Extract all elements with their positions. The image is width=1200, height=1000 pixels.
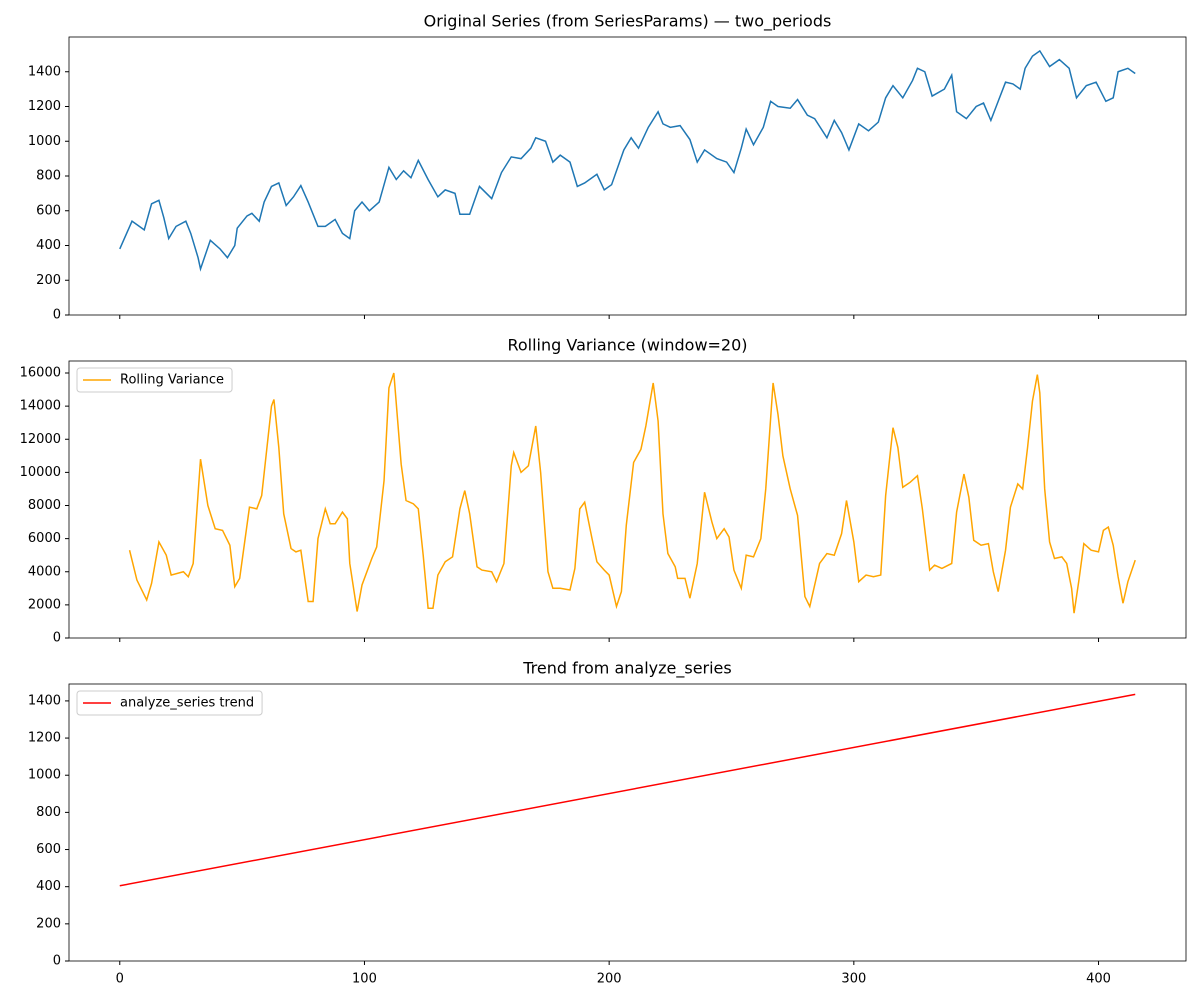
x-tick-label: 100 <box>352 972 377 987</box>
subplot: Original Series (from SeriesParams) — tw… <box>28 12 1187 323</box>
y-tick-label: 400 <box>36 238 61 253</box>
y-tick-label: 400 <box>36 879 61 894</box>
y-tick-label: 1200 <box>28 731 61 746</box>
y-tick-label: 10000 <box>20 465 61 480</box>
subplot: Rolling Variance (window=20) 0 2000 4000 600… <box>20 336 1187 646</box>
legend-label: analyze_series trend <box>120 696 254 711</box>
chart-title: Rolling Variance (window=20) <box>507 336 747 355</box>
subplot: Trend from analyze_series 0 200 400 600 800 10… <box>28 659 1187 987</box>
legend-label: Rolling Variance <box>120 373 224 388</box>
data-line <box>119 693 1136 887</box>
legend-box <box>76 367 233 393</box>
y-tick-label: 14000 <box>20 399 61 414</box>
y-tick-label: 0 <box>53 954 61 969</box>
y-tick-label: 200 <box>36 273 61 288</box>
y-tick-label: 6000 <box>28 531 61 546</box>
x-tick-label: 300 <box>841 972 866 987</box>
y-tick-label: 8000 <box>28 498 61 513</box>
y-tick-label: 12000 <box>20 432 61 447</box>
data-line <box>128 372 1136 614</box>
legend: Rolling Variance <box>76 367 233 393</box>
axes-frame <box>68 360 1187 639</box>
axes-frame <box>68 36 1187 316</box>
y-tick-label: 800 <box>36 805 61 820</box>
axes-frame <box>68 683 1187 962</box>
x-tick-label: 400 <box>1086 972 1111 987</box>
y-tick-label: 0 <box>53 631 61 646</box>
y-tick-label: 800 <box>36 169 61 184</box>
x-tick-label: 200 <box>597 972 622 987</box>
y-tick-label: 4000 <box>28 564 61 579</box>
y-tick-label: 2000 <box>28 597 61 612</box>
y-tick-label: 1200 <box>28 99 61 114</box>
y-tick-label: 16000 <box>20 366 61 381</box>
data-line <box>119 49 1136 272</box>
y-tick-label: 600 <box>36 842 61 857</box>
y-tick-label: 1000 <box>28 134 61 149</box>
x-tick-label: 0 <box>116 972 124 987</box>
chart-title: Original Series (from SeriesParams) — tw… <box>424 12 832 32</box>
legend-box <box>76 690 263 716</box>
y-tick-label: 600 <box>36 203 61 218</box>
chart-title: Trend from analyze_series <box>522 659 731 679</box>
y-tick-label: 0 <box>53 308 61 323</box>
y-tick-label: 1400 <box>28 64 61 79</box>
y-tick-label: 200 <box>36 916 61 931</box>
y-tick-label: 1400 <box>28 693 61 708</box>
legend: analyze_series trend <box>76 690 263 716</box>
y-tick-label: 1000 <box>28 768 61 783</box>
